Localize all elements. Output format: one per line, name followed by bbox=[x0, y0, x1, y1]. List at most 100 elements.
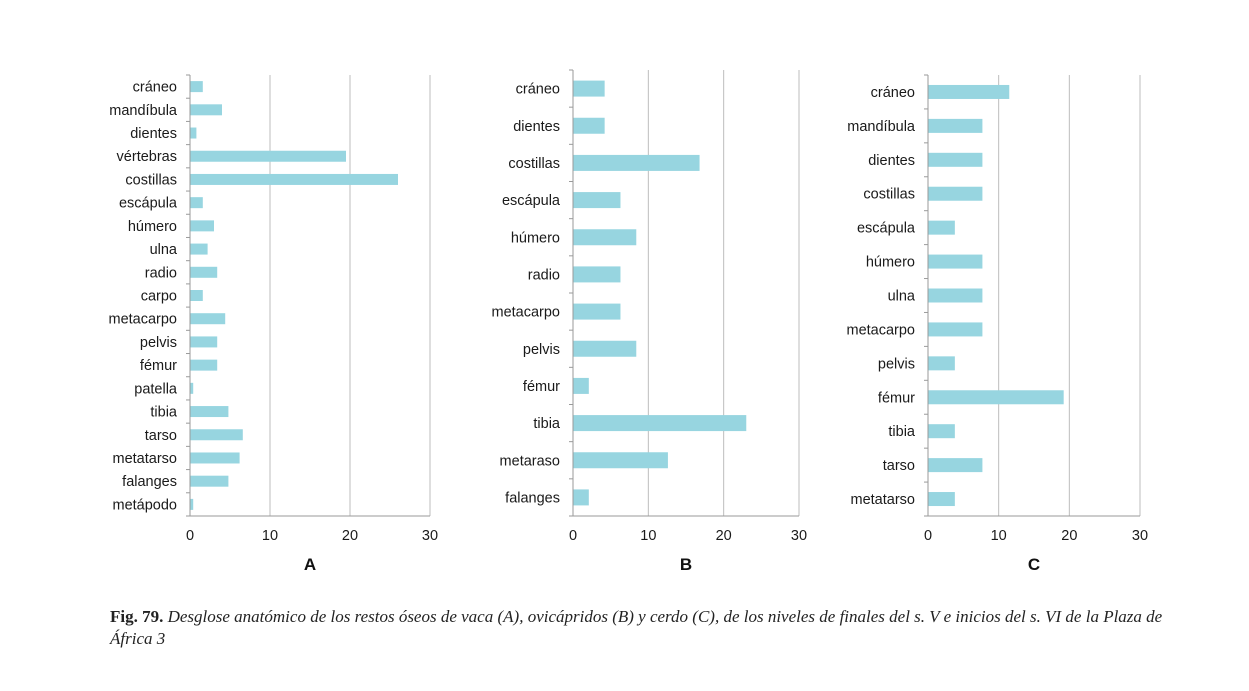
x-tick-label: 30 bbox=[1132, 528, 1148, 544]
bar bbox=[928, 458, 983, 473]
bar bbox=[928, 254, 983, 269]
bar bbox=[928, 424, 955, 439]
category-label: mandíbula bbox=[847, 119, 916, 135]
bar bbox=[190, 150, 346, 162]
category-label: costillas bbox=[863, 187, 915, 203]
category-label: cráneo bbox=[516, 82, 560, 98]
bar bbox=[190, 452, 240, 464]
charts-figure: cráneo mandíbula dientes vértebras costillas… bbox=[108, 69, 1148, 574]
bar bbox=[928, 186, 983, 201]
bar bbox=[928, 118, 983, 133]
chart-panel-c: cráneo mandíbula dientes costillas escápula h… bbox=[846, 74, 1148, 574]
category-label: húmero bbox=[866, 255, 915, 271]
category-label: radio bbox=[528, 267, 560, 283]
category-label: fémur bbox=[523, 379, 560, 395]
bar bbox=[190, 266, 218, 278]
chart-panel-a: cráneo mandíbula dientes vértebras costillas… bbox=[108, 74, 438, 574]
category-label: cráneo bbox=[133, 80, 177, 96]
bar bbox=[190, 406, 229, 418]
category-label: escápula bbox=[502, 193, 561, 209]
bar bbox=[573, 489, 589, 506]
bar bbox=[573, 377, 589, 394]
category-label: tibia bbox=[888, 424, 916, 440]
category-label: mandíbula bbox=[109, 103, 178, 119]
bar bbox=[573, 80, 605, 97]
bar bbox=[190, 498, 194, 510]
bar bbox=[573, 303, 621, 320]
bar bbox=[190, 197, 203, 209]
x-tick-label: 10 bbox=[991, 528, 1007, 544]
figure-caption: Fig. 79. Desglose anatómico de los resto… bbox=[110, 606, 1170, 650]
bar bbox=[928, 152, 983, 167]
bar bbox=[573, 192, 621, 209]
category-label: escápula bbox=[119, 196, 178, 212]
bar bbox=[190, 104, 222, 116]
category-label: costillas bbox=[508, 156, 560, 172]
category-label: patella bbox=[134, 381, 178, 397]
bar bbox=[190, 81, 203, 93]
x-tick-label: 0 bbox=[186, 528, 194, 544]
bar bbox=[190, 336, 218, 348]
category-label: pelvis bbox=[523, 342, 560, 358]
category-label: metatarso bbox=[851, 492, 915, 508]
category-label: tibia bbox=[533, 416, 561, 432]
bar bbox=[190, 290, 203, 301]
panel-label: A bbox=[304, 555, 316, 574]
category-label: metacarpo bbox=[846, 322, 915, 338]
bar bbox=[573, 452, 668, 469]
bar bbox=[928, 288, 983, 303]
category-label: metaraso bbox=[500, 453, 560, 469]
bar bbox=[573, 340, 637, 357]
category-label: radio bbox=[145, 265, 177, 281]
category-label: metatarso bbox=[113, 451, 177, 467]
bar bbox=[190, 475, 229, 487]
bar bbox=[928, 492, 955, 507]
bar bbox=[190, 382, 194, 394]
bar bbox=[928, 390, 1064, 405]
bar bbox=[928, 322, 983, 337]
category-label: metápodo bbox=[113, 497, 178, 513]
category-label: tarso bbox=[883, 458, 915, 474]
bar bbox=[190, 429, 243, 441]
category-label: dientes bbox=[513, 119, 560, 135]
panel-label: C bbox=[1028, 555, 1040, 574]
category-label: escápula bbox=[857, 221, 916, 237]
x-tick-label: 20 bbox=[1061, 528, 1077, 544]
x-tick-label: 0 bbox=[924, 528, 932, 544]
category-label: vértebras bbox=[117, 149, 177, 165]
figure-caption-text: Desglose anatómico de los restos óseos d… bbox=[110, 607, 1163, 648]
category-label: falanges bbox=[122, 474, 177, 490]
x-tick-label: 10 bbox=[640, 528, 656, 544]
x-tick-label: 30 bbox=[422, 528, 438, 544]
bar bbox=[573, 266, 621, 283]
category-label: ulna bbox=[888, 289, 916, 305]
category-label: costillas bbox=[125, 172, 177, 188]
chart-panel-b: cráneo dientes costillas escápula húmero radi… bbox=[491, 69, 807, 574]
x-tick-label: 0 bbox=[569, 528, 577, 544]
bar bbox=[190, 127, 197, 139]
x-tick-label: 30 bbox=[791, 528, 807, 544]
category-label: tibia bbox=[150, 405, 178, 421]
x-tick-label: 20 bbox=[716, 528, 732, 544]
bar bbox=[190, 313, 226, 325]
bar bbox=[573, 229, 637, 246]
category-label: pelvis bbox=[878, 356, 915, 372]
panel-label: B bbox=[680, 555, 692, 574]
category-label: fémur bbox=[878, 390, 915, 406]
category-label: dientes bbox=[868, 153, 915, 169]
category-label: pelvis bbox=[140, 335, 177, 351]
figure-number: Fig. 79. bbox=[110, 607, 164, 626]
bar bbox=[190, 243, 208, 255]
bar bbox=[928, 356, 955, 371]
bar bbox=[573, 415, 747, 432]
category-label: dientes bbox=[130, 126, 177, 142]
category-label: tarso bbox=[145, 428, 177, 444]
x-tick-label: 10 bbox=[262, 528, 278, 544]
category-label: húmero bbox=[511, 230, 560, 246]
bar bbox=[928, 220, 955, 235]
bar bbox=[190, 220, 214, 232]
bar bbox=[190, 173, 398, 185]
category-label: cráneo bbox=[871, 85, 915, 101]
bar bbox=[573, 117, 605, 134]
bar bbox=[573, 154, 700, 171]
